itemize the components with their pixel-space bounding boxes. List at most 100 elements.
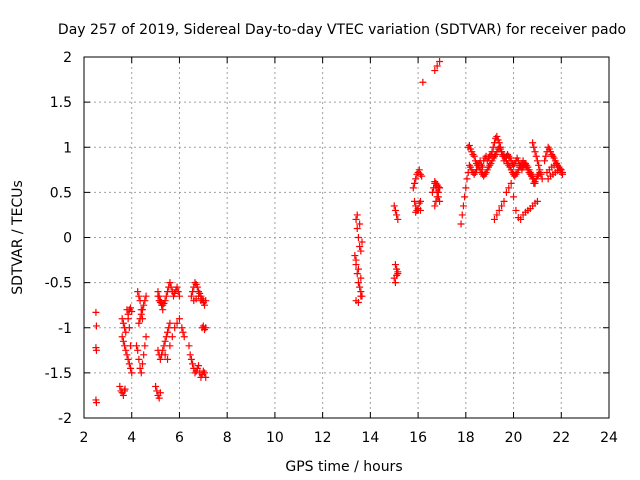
data-points (92, 58, 566, 407)
data-point (119, 337, 127, 345)
data-point (154, 346, 162, 354)
data-point (142, 333, 150, 341)
data-point (122, 346, 130, 354)
data-point (354, 298, 362, 306)
data-point (179, 328, 187, 336)
data-point (202, 297, 210, 305)
y-tick-labels: -2 -1.5 -1 -0.5 0 0.5 1 1.5 2 (45, 50, 72, 427)
y-tick-label: 0 (63, 231, 72, 247)
grid-lines (84, 57, 609, 418)
data-point (171, 289, 179, 297)
data-point (141, 342, 149, 350)
data-point (128, 308, 136, 316)
data-point (412, 175, 420, 183)
data-point (411, 179, 419, 187)
data-point (137, 369, 145, 377)
data-point (154, 292, 162, 300)
data-point (153, 387, 161, 395)
data-point (164, 355, 172, 363)
data-point (92, 399, 100, 407)
data-point (436, 58, 444, 66)
data-point (180, 333, 188, 341)
data-point (124, 355, 132, 363)
data-point (152, 382, 160, 390)
data-point (352, 215, 360, 223)
x-tick-labels: 2 4 6 8 10 12 14 16 18 20 22 24 (80, 430, 618, 446)
data-point (171, 324, 179, 332)
data-point (502, 188, 510, 196)
data-point (166, 279, 174, 287)
data-point (419, 78, 427, 86)
y-tick-label: 2 (63, 50, 72, 66)
data-point (137, 306, 145, 314)
data-point (158, 301, 166, 309)
data-point (354, 234, 362, 241)
data-point (391, 261, 399, 269)
x-tick-label: 4 (127, 430, 136, 446)
data-point (202, 373, 210, 381)
data-point (121, 342, 129, 350)
data-point (134, 288, 142, 296)
data-point (556, 165, 564, 173)
x-tick-label: 14 (361, 430, 379, 446)
data-point (185, 342, 193, 350)
data-point (507, 179, 515, 187)
data-point (199, 367, 207, 375)
data-point (415, 166, 423, 174)
x-tick-label: 24 (600, 430, 618, 446)
data-point (124, 310, 132, 318)
data-point (409, 184, 417, 192)
data-point (201, 369, 209, 377)
data-point (187, 292, 195, 300)
axis-ticks (83, 56, 610, 419)
y-tick-label: -0.5 (45, 276, 72, 292)
data-point (121, 385, 129, 393)
data-point (155, 394, 163, 402)
data-point (140, 351, 148, 359)
data-point (175, 315, 183, 323)
data-point (201, 301, 209, 309)
data-point (493, 132, 501, 140)
data-point (165, 324, 173, 332)
data-point (431, 202, 439, 210)
data-point (174, 288, 182, 296)
data-point (353, 211, 361, 219)
data-point (416, 206, 424, 214)
y-tick-label: -1 (58, 321, 72, 337)
data-point (135, 319, 143, 327)
data-point (463, 175, 471, 183)
data-point (142, 292, 150, 300)
y-axis-label: SDTVAR / TECUs (10, 180, 26, 295)
data-point (195, 292, 203, 300)
data-point (433, 62, 441, 70)
data-point (436, 184, 444, 192)
data-point (533, 197, 541, 205)
data-point (160, 342, 168, 350)
data-point (164, 328, 172, 336)
data-point (136, 364, 144, 372)
data-point (390, 202, 398, 210)
data-point (462, 184, 470, 192)
data-point (162, 292, 170, 300)
data-point (127, 342, 135, 350)
data-point (118, 315, 126, 323)
data-point (161, 337, 169, 345)
data-point (542, 152, 550, 160)
data-point (356, 243, 364, 251)
data-point (133, 342, 140, 350)
data-point (187, 355, 195, 363)
data-point (470, 152, 478, 160)
data-point (510, 193, 518, 201)
x-tick-label: 8 (223, 430, 232, 446)
data-point (136, 297, 144, 305)
data-point (393, 271, 401, 279)
data-point (498, 202, 506, 210)
data-point (189, 288, 197, 296)
x-tick-label: 12 (314, 430, 332, 446)
data-point (533, 157, 541, 165)
data-point (119, 391, 127, 399)
y-tick-label: -1.5 (45, 366, 72, 382)
data-point (353, 270, 361, 278)
data-point (517, 215, 525, 223)
data-point (418, 172, 426, 180)
